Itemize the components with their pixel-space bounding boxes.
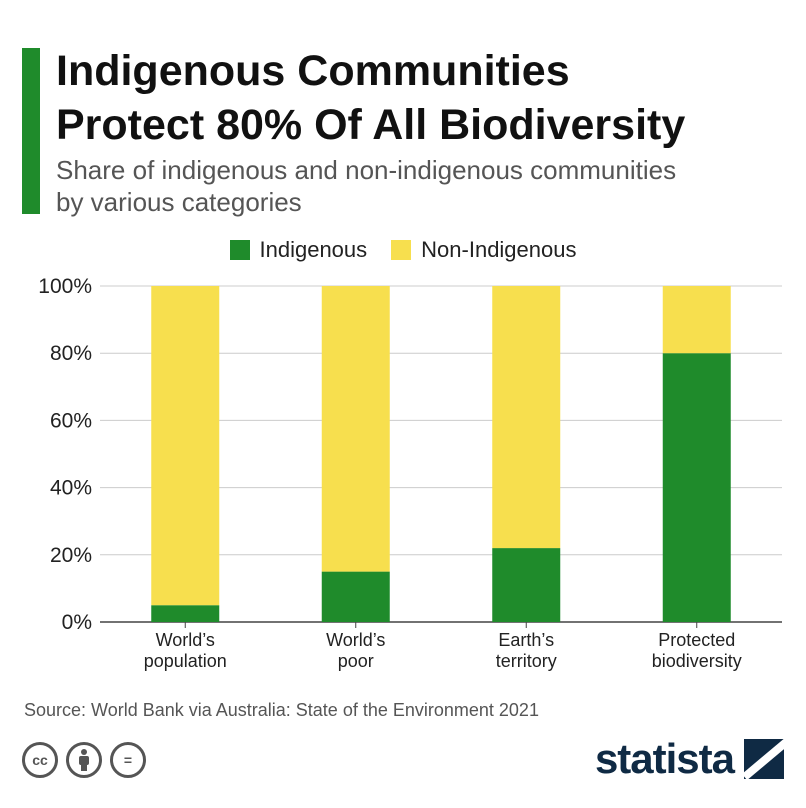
logo-text: statista <box>594 735 735 782</box>
legend-swatch-indigenous <box>229 240 250 260</box>
statista-logo: statista <box>595 735 784 783</box>
no-derivatives-icon: = <box>110 742 146 778</box>
legend-label-non-indigenous: Non-Indigenous <box>421 237 577 262</box>
subtitle-line-2: by various categories <box>56 187 302 217</box>
bar-non-indigenous <box>321 286 390 572</box>
x-tick-label: population <box>144 651 227 671</box>
bar-indigenous <box>321 571 390 622</box>
y-tick-label: 60% <box>50 409 92 432</box>
legend-swatch-non-indigenous <box>391 240 412 260</box>
x-tick-label: World’s <box>156 630 215 650</box>
legend-label-indigenous: Indigenous <box>259 237 368 262</box>
cc-icon: cc <box>22 742 58 778</box>
bar-indigenous <box>151 605 220 622</box>
x-tick-label: biodiversity <box>652 651 742 671</box>
attribution-icon <box>66 742 102 778</box>
x-tick-label: Earth’s <box>498 630 554 650</box>
logo-mark-icon <box>744 739 784 779</box>
legend-item-indigenous: Indigenous <box>229 237 368 263</box>
bar-indigenous <box>492 548 561 622</box>
stacked-bar-chart: 0%20%40%60%80%100%World’spopulationWorld… <box>38 275 782 671</box>
x-tick-label: World’s <box>326 630 385 650</box>
bar-non-indigenous <box>151 286 220 606</box>
y-tick-label: 40% <box>50 477 92 500</box>
license-icons: cc = <box>22 742 146 778</box>
title-line-1: Indigenous Communities <box>56 47 570 95</box>
chart-legend: Indigenous Non-Indigenous <box>0 237 806 263</box>
title-accent-bar <box>22 48 40 214</box>
subtitle: Share of indigenous and non-indigenous c… <box>56 154 676 218</box>
y-tick-label: 20% <box>50 544 92 567</box>
y-tick-label: 80% <box>50 342 92 365</box>
y-tick-label: 0% <box>62 611 92 634</box>
title-line-2: Protect 80% Of All Biodiversity <box>56 101 686 149</box>
legend-item-non-indigenous: Non-Indigenous <box>391 237 577 263</box>
x-tick-label: Protected <box>658 630 735 650</box>
x-tick-label: territory <box>496 651 557 671</box>
subtitle-line-1: Share of indigenous and non-indigenous c… <box>56 155 677 185</box>
bar-non-indigenous <box>662 286 731 354</box>
bar-indigenous <box>662 353 731 622</box>
y-tick-label: 100% <box>38 275 92 298</box>
page-title: Indigenous Communities Protect 80% Of Al… <box>56 44 685 152</box>
x-tick-label: poor <box>338 651 374 671</box>
source-note: Source: World Bank via Australia: State … <box>24 700 539 720</box>
bar-non-indigenous <box>492 286 561 549</box>
